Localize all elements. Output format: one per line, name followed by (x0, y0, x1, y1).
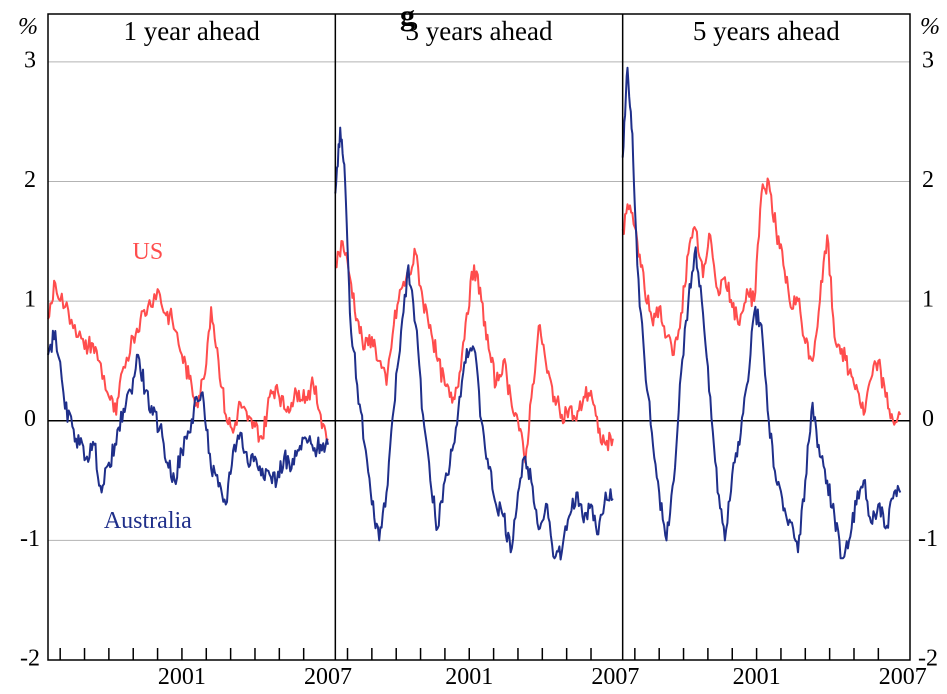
x-tick-label: 2001 (158, 664, 206, 689)
plot-frame (47, 13, 911, 661)
y-tick-label-left: -1 (20, 526, 40, 552)
labels: 3 3 2 2 1 1 0 0 -1 -1 -2 -2 1 year ahead 2001 2007 US Au… (20, 16, 938, 690)
chart-title-fragment: g (400, 0, 415, 32)
grid-lines (48, 61, 910, 541)
series-line-australia (47, 329, 329, 506)
panel-title: 5 years ahead (693, 16, 840, 46)
y-tick-label-right: 2 (922, 167, 934, 193)
panel-title: 3 years ahead (406, 16, 553, 46)
axes (47, 13, 911, 661)
series-label-australia: Australia (104, 508, 192, 534)
y-tick-label-right: 0 (922, 406, 934, 432)
series-line-us (47, 279, 329, 443)
series-line-us (621, 177, 902, 426)
y-tick-label-right: -1 (918, 526, 938, 552)
series-label-us: US (132, 239, 163, 265)
series-line-australia (621, 66, 902, 560)
y-tick-label-right: -2 (918, 646, 938, 672)
y-tick-label-left: 2 (24, 167, 36, 193)
y-tick-label-left: 0 (24, 406, 36, 432)
y-tick-label-left: 3 (24, 47, 36, 73)
y-tick-label-right: 1 (922, 287, 934, 313)
y-tick-label-right: 3 (922, 47, 934, 73)
y-unit-right: % (920, 14, 940, 40)
x-tick-label: 2007 (304, 664, 352, 689)
series-line-australia (334, 126, 614, 561)
x-tick-label: 2001 (733, 664, 781, 689)
y-tick-label-left: 1 (24, 287, 36, 313)
x-tick-label: 2007 (879, 664, 927, 689)
y-tick-label-left: -2 (20, 646, 40, 672)
panel-title: 1 year ahead (123, 16, 260, 46)
series-line-us (334, 240, 614, 464)
x-tick-label: 2001 (445, 664, 493, 689)
series-layer (47, 66, 902, 561)
y-unit-left: % (18, 14, 38, 40)
x-tick-label: 2007 (591, 664, 639, 689)
